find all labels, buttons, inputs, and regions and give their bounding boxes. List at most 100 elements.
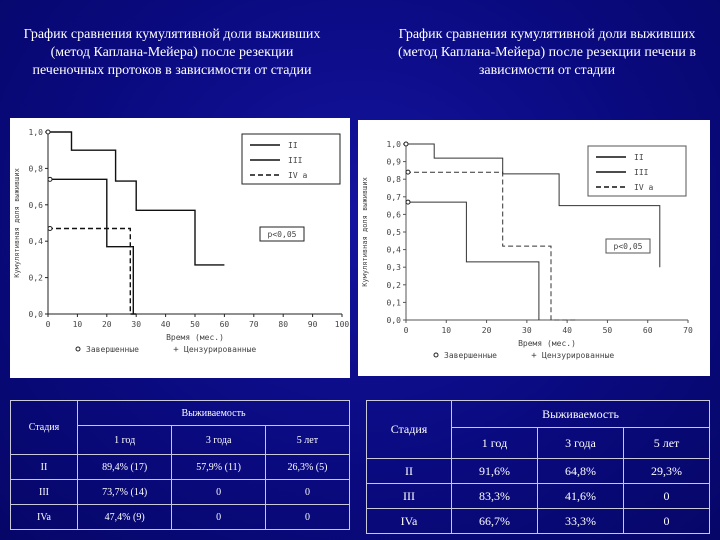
y-tick-label: 0,0: [387, 316, 402, 325]
value-cell: 0: [171, 479, 266, 505]
x-tick-label: 10: [441, 326, 451, 335]
right-km-plot: 0,0 0,1 0,2 0,3 0,4 0,5 0,6 0,7 0,8 0,9 1,0 0 10 20 30…: [361, 140, 693, 361]
km-curve-ii: [48, 131, 225, 266]
km-curve-iii: [48, 178, 137, 315]
legend-label: II: [288, 141, 298, 150]
y-tick-label: 1,0: [29, 128, 44, 137]
bottom-legend-censored: Цензурированные: [184, 345, 256, 354]
left-survival-table: Стадия Выживаемость 1 год 3 года 5 лет I…: [10, 400, 351, 530]
bottom-legend-completed: Завершенные: [86, 345, 139, 354]
x-tick-label: 0: [46, 320, 51, 329]
x-tick-label: 50: [190, 320, 200, 329]
stage-header: Стадия: [10, 400, 78, 455]
value-cell: 41,6%: [537, 483, 624, 509]
period-header: 3 года: [537, 427, 624, 459]
x-axis-label: Время (мес.): [166, 333, 224, 342]
value-cell: 83,3%: [451, 483, 538, 509]
x-tick-label: 60: [643, 326, 653, 335]
value-cell: 64,8%: [537, 458, 624, 484]
km-curve-iva: [406, 171, 576, 321]
value-cell: 0: [264, 504, 351, 530]
survival-header: Выживаемость: [77, 400, 350, 426]
value-cell: 73,7% (14): [76, 479, 173, 505]
y-tick-label: 0,6: [29, 201, 44, 210]
y-tick-label: 0,7: [387, 193, 402, 202]
value-cell: 89,4% (17): [76, 454, 173, 480]
value-cell: 33,3%: [537, 508, 624, 534]
table-row: II 89,4% (17) 57,9% (11) 26,3% (5): [10, 454, 351, 480]
x-tick-label: 40: [161, 320, 171, 329]
x-tick-label: 30: [131, 320, 141, 329]
event-marker: [405, 169, 411, 175]
period-header: 1 год: [76, 425, 173, 455]
period-header: 5 лет: [264, 425, 351, 455]
y-tick-label: 0,9: [387, 158, 402, 167]
event-marker: [45, 129, 51, 135]
y-tick-label: 0,5: [387, 228, 402, 237]
value-cell: 66,7%: [451, 508, 538, 534]
table-row: IVa 47,4% (9) 0 0: [10, 504, 351, 530]
x-tick-label: 90: [308, 320, 318, 329]
value-cell: 29,3%: [623, 458, 710, 484]
p-value-box: [259, 226, 305, 242]
y-tick-label: 0,0: [29, 310, 44, 319]
period-header: 5 лет: [623, 427, 710, 459]
stage-cell: II: [366, 458, 452, 484]
legend-label: III: [288, 156, 303, 165]
survival-header: Выживаемость: [451, 400, 710, 428]
y-tick-label: 0,8: [387, 175, 402, 184]
event-marker: [405, 199, 411, 205]
y-tick-label: 0,4: [29, 237, 44, 246]
x-tick-label: 100: [335, 320, 350, 329]
y-tick-label: 0,3: [387, 263, 402, 272]
value-cell: 91,6%: [451, 458, 538, 484]
period-header: 1 год: [451, 427, 538, 459]
y-tick-label: 0,2: [29, 274, 44, 283]
event-marker: [403, 141, 409, 147]
y-axis-label: Кумулятивная доля выживших: [13, 168, 21, 278]
p-value-box: [605, 238, 651, 254]
value-cell: 0: [623, 483, 710, 509]
right-km-chart: 0,0 0,1 0,2 0,3 0,4 0,5 0,6 0,7 0,8 0,9 1,0 0 10 20 30…: [358, 120, 710, 376]
completed-marker-icon: [75, 346, 81, 352]
bottom-legend-completed: Завершенные: [444, 351, 497, 360]
legend-label: II: [634, 153, 644, 162]
value-cell: 47,4% (9): [76, 504, 173, 530]
y-tick-label: 0,2: [387, 281, 402, 290]
y-axis-label: Кумулятивная доля выживших: [361, 177, 369, 287]
x-tick-label: 60: [220, 320, 230, 329]
right-chart-title: График сравнения кумулятивной доли выжив…: [397, 27, 697, 78]
left-chart-title: График сравнения кумулятивной доли выжив…: [23, 27, 321, 78]
value-cell: 26,3% (5): [264, 454, 351, 480]
y-tick-label: 0,6: [387, 210, 402, 219]
table-row: III 83,3% 41,6% 0: [366, 483, 710, 509]
p-value-label: p<0,05: [268, 230, 297, 239]
censored-marker-icon: +: [173, 345, 179, 355]
x-tick-label: 70: [683, 326, 693, 335]
x-tick-label: 10: [73, 320, 83, 329]
event-marker: [47, 176, 53, 182]
km-curve-iii: [406, 201, 540, 320]
x-tick-label: 30: [522, 326, 532, 335]
event-marker: [47, 225, 53, 231]
x-tick-label: 20: [102, 320, 112, 329]
left-km-chart: 0,0 0,2 0,4 0,6 0,8 1,0 0 10 20 30 40 50 60 70 80 90 100…: [10, 118, 350, 378]
stage-cell: III: [10, 479, 78, 505]
x-tick-label: 0: [404, 326, 409, 335]
completed-marker-icon: [433, 352, 439, 358]
p-value-label: p<0,05: [614, 242, 643, 251]
stage-cell: III: [366, 483, 452, 509]
y-tick-label: 0,1: [387, 298, 402, 307]
value-cell: 0: [623, 508, 710, 534]
y-tick-label: 0,8: [29, 164, 44, 173]
stage-header: Стадия: [366, 400, 452, 459]
y-tick-label: 1,0: [387, 140, 402, 149]
bottom-legend-censored: Цензурированные: [542, 351, 614, 360]
x-tick-label: 50: [603, 326, 613, 335]
x-axis-label: Время (мес.): [518, 339, 576, 348]
stage-cell: IVa: [10, 504, 78, 530]
value-cell: 0: [171, 504, 266, 530]
table-row: II 91,6% 64,8% 29,3%: [366, 458, 710, 484]
x-tick-label: 20: [482, 326, 492, 335]
table-row: III 73,7% (14) 0 0: [10, 479, 351, 505]
